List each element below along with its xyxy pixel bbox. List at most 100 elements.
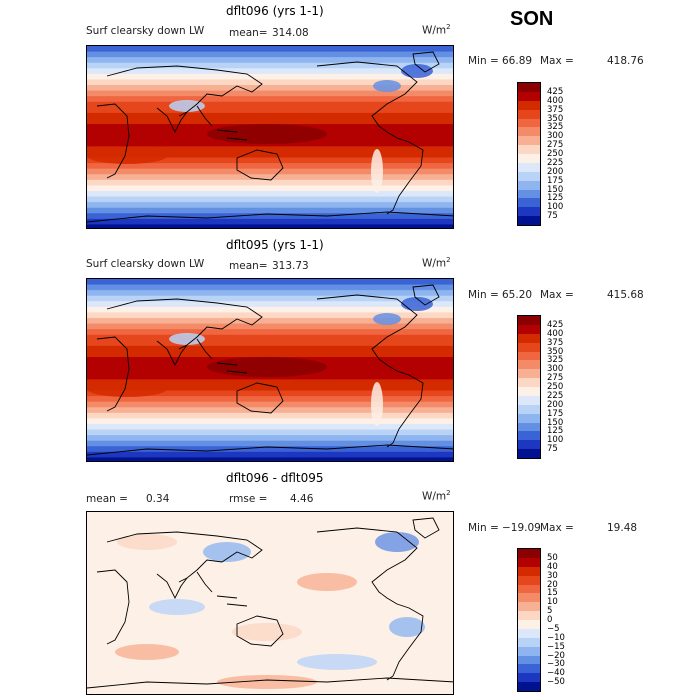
latitude-band bbox=[87, 213, 453, 220]
latitude-band bbox=[87, 62, 453, 69]
coastline bbox=[87, 444, 453, 456]
latitude-band bbox=[87, 323, 453, 330]
colorbar-level-label: 5 bbox=[547, 606, 553, 617]
field-feature bbox=[87, 148, 167, 164]
colorbar-level-label: 250 bbox=[547, 149, 564, 159]
latitude-band bbox=[87, 401, 453, 408]
difference-feature bbox=[297, 654, 377, 670]
panel1-mean-value: 314.08 bbox=[272, 27, 309, 39]
coastline bbox=[316, 294, 418, 366]
coastline bbox=[236, 149, 284, 181]
colorbar-level-label: 200 bbox=[547, 399, 564, 410]
colorbar-swatch bbox=[518, 449, 540, 458]
colorbar-level-label: 20 bbox=[547, 579, 558, 590]
colorbar-swatch bbox=[518, 216, 540, 225]
latitude-band bbox=[87, 112, 453, 120]
latitude-band bbox=[87, 301, 453, 308]
colorbar-level-label: 100 bbox=[547, 202, 564, 213]
panel3-min-value: −19.09 bbox=[502, 522, 541, 534]
difference-feature bbox=[117, 534, 177, 550]
colorbar-swatch bbox=[518, 387, 540, 396]
panel2-units: W/m2 bbox=[422, 256, 451, 270]
difference-feature bbox=[217, 675, 317, 689]
latitude-band bbox=[87, 423, 453, 431]
panel2-colorbar bbox=[517, 315, 541, 459]
colorbar-swatch bbox=[518, 637, 540, 647]
colorbar-swatch bbox=[518, 109, 540, 119]
latitude-band bbox=[87, 68, 453, 75]
coastline bbox=[87, 211, 453, 223]
field-feature bbox=[373, 80, 401, 92]
panel2-coastlines bbox=[87, 284, 453, 456]
latitude-band bbox=[87, 446, 453, 453]
latitude-band bbox=[87, 435, 453, 442]
coastline bbox=[106, 298, 263, 350]
panel3-rmse-label: rmse = bbox=[229, 493, 268, 505]
latitude-band bbox=[87, 151, 453, 159]
colorbar-level-label: 350 bbox=[547, 113, 564, 124]
latitude-band bbox=[87, 207, 453, 214]
colorbar-level-label: −30 bbox=[547, 659, 565, 670]
panel2-mean-value: 313.73 bbox=[272, 260, 309, 272]
latitude-band bbox=[87, 85, 453, 92]
colorbar-swatch bbox=[518, 180, 540, 190]
coastline bbox=[316, 527, 418, 599]
panel3-mean-value: 0.34 bbox=[146, 493, 170, 505]
latitude-band bbox=[87, 451, 453, 459]
field-feature bbox=[401, 297, 433, 311]
latitude-band bbox=[87, 440, 453, 447]
coastline bbox=[196, 338, 248, 374]
coastline bbox=[96, 569, 130, 645]
panel3-units-exp: 2 bbox=[446, 489, 451, 497]
colorbar-swatch bbox=[518, 189, 540, 199]
coastline bbox=[87, 677, 453, 689]
latitude-band bbox=[87, 284, 453, 291]
colorbar-swatch bbox=[518, 145, 540, 154]
latitude-band bbox=[87, 73, 453, 81]
coastline bbox=[156, 340, 188, 367]
colorbar-swatch bbox=[518, 324, 540, 334]
panel2-min-value: 65.20 bbox=[502, 289, 533, 301]
panel3-units: W/m2 bbox=[422, 489, 451, 503]
panel2-map-svg bbox=[87, 279, 453, 461]
colorbar-level-label: 425 bbox=[547, 86, 564, 97]
colorbar-swatch bbox=[518, 584, 540, 594]
field-feature bbox=[169, 333, 205, 345]
colorbar-swatch bbox=[518, 378, 540, 387]
field-feature bbox=[371, 382, 383, 426]
colorbar-level-label: 225 bbox=[547, 390, 564, 401]
latitude-band bbox=[87, 306, 453, 314]
latitude-band bbox=[87, 418, 453, 425]
panel1-mean-label: mean= bbox=[229, 27, 268, 39]
latitude-band bbox=[87, 351, 453, 358]
panel3-coastlines bbox=[87, 517, 453, 689]
panel1-min-value: 66.89 bbox=[502, 55, 533, 67]
field-feature bbox=[371, 149, 383, 193]
panel1-units-exp: 2 bbox=[446, 23, 451, 31]
latitude-band bbox=[87, 318, 453, 325]
panel1-max-label: Max = bbox=[540, 55, 574, 67]
colorbar-swatch bbox=[518, 566, 540, 576]
field-feature bbox=[401, 64, 433, 78]
difference-feature bbox=[115, 644, 179, 660]
colorbar-level-label: 225 bbox=[547, 157, 564, 168]
coastline bbox=[196, 571, 248, 607]
panel3-colorbar bbox=[517, 548, 541, 692]
panel1-units: W/m2 bbox=[422, 23, 451, 37]
panel2-min-label: Min = bbox=[468, 289, 499, 301]
colorbar-swatch bbox=[518, 646, 540, 656]
difference-feature bbox=[203, 542, 251, 562]
latitude-band bbox=[87, 345, 453, 353]
colorbar-swatch bbox=[518, 413, 540, 423]
latitude-band bbox=[87, 295, 453, 302]
panel3-max-value: 19.48 bbox=[607, 522, 638, 534]
colorbar-level-label: 10 bbox=[547, 597, 558, 608]
colorbar-swatch bbox=[518, 127, 540, 137]
field-feature bbox=[87, 381, 167, 397]
panel2-max-value: 415.68 bbox=[607, 289, 644, 301]
colorbar-level-label: 75 bbox=[547, 444, 558, 455]
panel1-colorbar bbox=[517, 82, 541, 226]
colorbar-level-label: −40 bbox=[547, 668, 565, 679]
coastline bbox=[386, 131, 424, 215]
colorbar-swatch bbox=[518, 664, 540, 674]
